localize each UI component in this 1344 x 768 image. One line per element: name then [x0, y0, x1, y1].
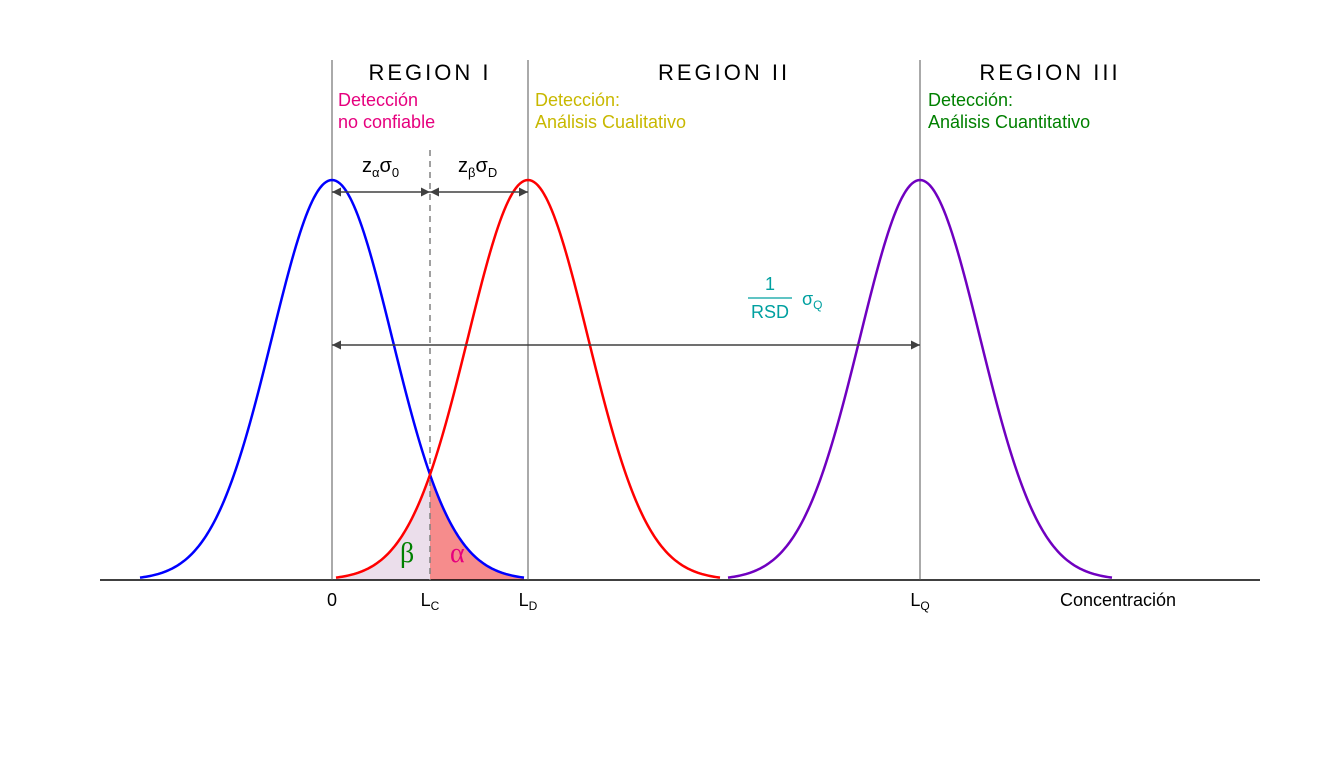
region-sub2-3: Análisis Cuantitativo [928, 112, 1090, 132]
x-tick-0: 0 [327, 590, 337, 610]
x-tick-1: LC [421, 590, 440, 613]
z-beta-label: zβσD [458, 155, 497, 180]
region-sub1-3: Detección: [928, 90, 1013, 110]
rsd-frac-top: 1 [765, 274, 775, 294]
beta-label: β [400, 538, 414, 569]
region-sub1-2: Detección: [535, 90, 620, 110]
z-alpha-label: zασ0 [362, 155, 399, 180]
region-sub2-2: Análisis Cualitativo [535, 112, 686, 132]
alpha-region [430, 475, 524, 580]
x-axis-label: Concentración [1060, 590, 1176, 610]
x-tick-3: LQ [910, 590, 929, 613]
alpha-label: α [450, 538, 465, 569]
detection-limits-diagram: REGION I Detecciónno confiable REGION II De… [0, 0, 1344, 768]
beta-region [336, 475, 430, 580]
region-title-3: REGION III [979, 60, 1120, 85]
region-title-1: REGION I [368, 60, 491, 85]
region-sub2-1: no confiable [338, 112, 435, 132]
rsd-frac-bottom: RSD [751, 302, 789, 322]
region-title-2: REGION II [658, 60, 790, 85]
rsd-sigma: σQ [802, 289, 822, 312]
x-tick-2: LD [519, 590, 538, 613]
region-sub1-1: Detección [338, 90, 418, 110]
